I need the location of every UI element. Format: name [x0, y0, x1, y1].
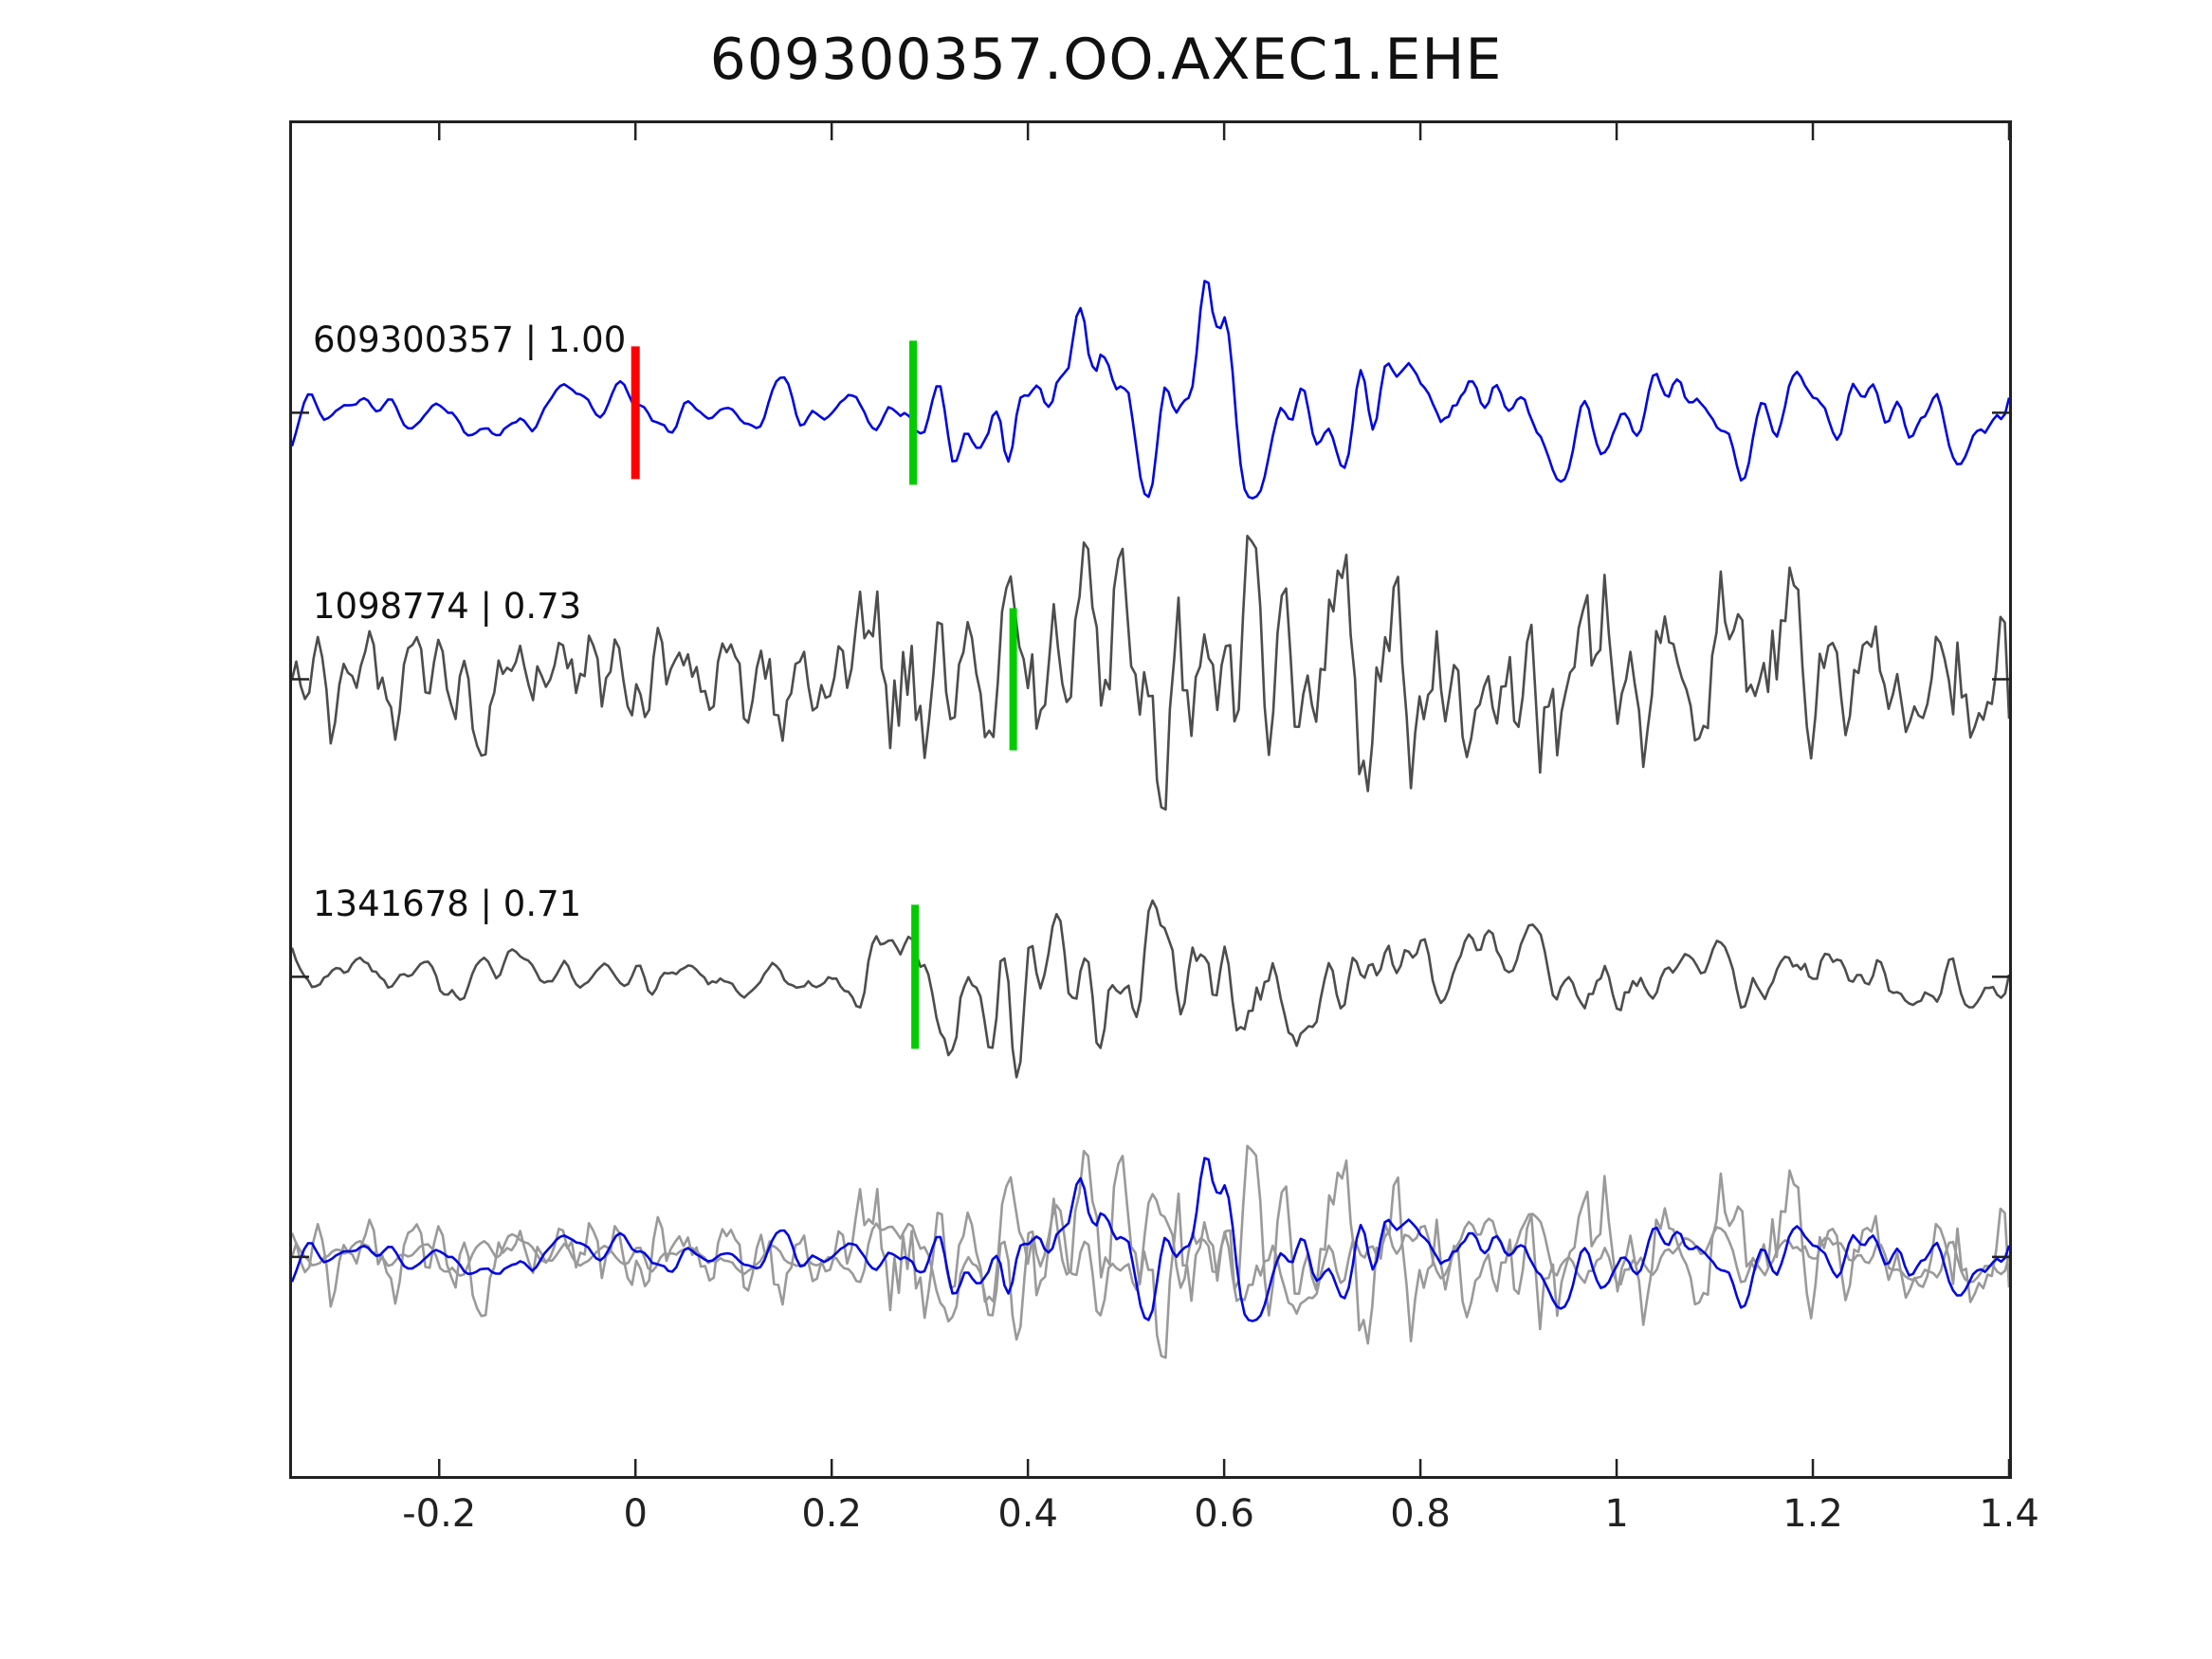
trace-label: 1098774 | 0.73	[313, 586, 582, 628]
trace-line	[292, 1157, 2009, 1322]
trace-line	[292, 899, 2009, 1079]
trace-label: 1341678 | 0.71	[313, 884, 582, 925]
x-tick-label: 1.4	[1979, 1492, 2039, 1536]
waveform-plot	[292, 123, 2009, 1476]
x-tick-label: 0	[623, 1492, 648, 1536]
x-tick-label: 0.8	[1390, 1492, 1451, 1536]
trace-line	[292, 1193, 2009, 1341]
x-tick-label: 1.2	[1782, 1492, 1843, 1536]
x-tick-label: 0.2	[801, 1492, 862, 1536]
x-tick-label: 0.6	[1194, 1492, 1254, 1536]
trace-label: 609300357 | 1.00	[313, 319, 627, 361]
x-tick-label: 0.4	[997, 1492, 1058, 1536]
plot-area: 609300357 | 1.00 1098774 | 0.73 1341678 | …	[289, 120, 2012, 1479]
x-tick-label: -0.2	[402, 1492, 477, 1536]
trace-line	[292, 1144, 2009, 1359]
chart-title: 609300357.OO.AXEC1.EHE	[709, 27, 1503, 93]
trace-line	[292, 280, 2009, 500]
trace-line	[292, 534, 2009, 811]
x-tick-label: 1	[1604, 1492, 1629, 1536]
